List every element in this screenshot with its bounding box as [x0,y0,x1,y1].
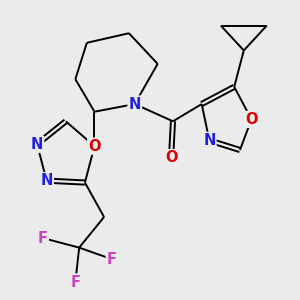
Text: N: N [128,97,141,112]
Text: O: O [245,112,258,127]
Text: F: F [38,231,48,246]
Text: N: N [31,137,43,152]
Text: N: N [40,173,53,188]
Text: F: F [107,252,117,267]
Text: O: O [165,150,177,165]
Text: O: O [88,139,101,154]
Text: F: F [70,274,80,290]
Text: N: N [203,133,215,148]
